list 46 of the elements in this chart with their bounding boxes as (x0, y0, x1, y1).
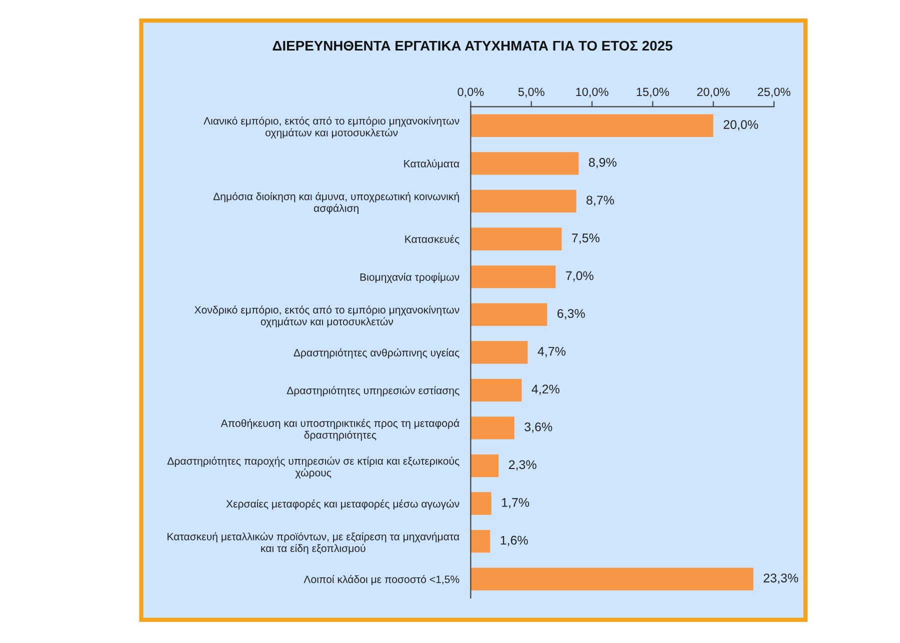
x-tick-label: 20,0% (697, 88, 730, 98)
data-label: 20,0% (724, 120, 758, 130)
data-label: 8,7% (586, 196, 614, 206)
y-tick-label: Αποθήκευση και υποστηρικτικές προς τη μεταφορά δραστηριότητες (220, 418, 460, 441)
data-label: 6,3% (557, 309, 585, 320)
y-tick-label: Λιανικό εμπόριο, εκτός από το εμπόριο μηχανοκίνητων οχημάτων και μοτοσυκλετών (204, 116, 460, 138)
x-tick-label: 10,0% (576, 88, 608, 98)
bar (470, 265, 556, 288)
data-label: 7,5% (572, 234, 600, 244)
data-label: 1,6% (500, 536, 528, 546)
chart-title: ΔΙΕΡΕΥΝΗΘΕΝΤΑ ΕΡΓΑΤΙΚΑ ΑΤΥΧΗΜΑΤΑ ΓΙΑ ΤΟ ΕΤΟΣ 2025 (272, 40, 672, 51)
data-label: 1,7% (502, 498, 530, 508)
bar (470, 114, 714, 137)
y-tick-label: Καταλύματα (404, 159, 460, 170)
y-tick-label: Βιομηχανία τροφίμων (360, 272, 460, 283)
bar (470, 190, 576, 213)
data-label: 4,7% (538, 346, 566, 358)
y-tick-label: Δημόσια διοίκηση και άμυνα, υποχρεωτική κοινωνική ασφάλιση (213, 192, 459, 214)
y-tick-label: Κατασκευή μεταλλικών προϊόντων, με εξαίρεση τα μηχανήματα και τα είδη εξοπλισμού (168, 532, 460, 554)
bar (470, 416, 514, 440)
data-label: 7,0% (566, 271, 594, 282)
y-tick-label: Λοιποί κλάδοι με ποσοστό <1,5% (304, 575, 460, 586)
data-label: 8,9% (588, 158, 616, 168)
y-tick-label: Δραστηριότητες υπηρεσιών εστίασης (286, 386, 460, 396)
x-tick-label: 5,0% (518, 88, 544, 98)
data-label: 2,3% (508, 460, 536, 471)
bar (470, 152, 579, 175)
bar (470, 228, 562, 250)
y-tick-label: Δραστηριότητες ανθρώπινης υγείας (294, 348, 460, 359)
bar (470, 303, 548, 326)
x-tick-label: 0,0% (458, 88, 484, 98)
bar (470, 454, 499, 478)
bar (470, 341, 528, 364)
x-tick-label: 25,0% (758, 88, 790, 98)
y-tick-label: Χονδρικό εμπόριο, εκτός από το εμπόριο μηχανοκίνητων οχημάτων και μοτοσυκλετών (194, 306, 460, 328)
x-tick-label: 15,0% (636, 88, 669, 98)
y-tick-label: Χερσαίες μεταφορές και μεταφορές μέσω αγωγών (226, 500, 460, 510)
bar (470, 530, 490, 553)
bar (470, 492, 492, 515)
y-tick-label: Δραστηριότητες παροχής υπηρεσιών σε κτίρια και εξωτερικούς χώρους (167, 456, 460, 479)
data-label: 3,6% (524, 422, 552, 433)
bar (470, 568, 754, 590)
data-label: 23,3% (764, 574, 798, 584)
bar (470, 378, 522, 402)
data-label: 4,2% (532, 384, 560, 395)
y-tick-label: Κατασκευές (405, 234, 460, 245)
